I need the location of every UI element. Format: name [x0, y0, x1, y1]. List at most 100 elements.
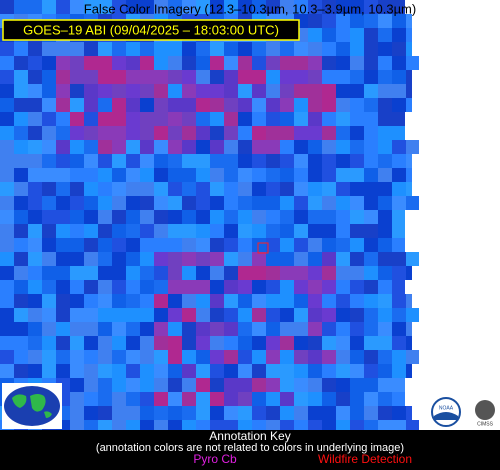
pixel — [28, 322, 42, 336]
pixel — [70, 378, 84, 392]
pixel — [364, 294, 378, 308]
pixel — [392, 364, 406, 378]
pixel — [196, 238, 210, 252]
pixel — [224, 364, 238, 378]
pixel — [70, 294, 84, 308]
pixel — [14, 154, 28, 168]
pixel — [126, 70, 140, 84]
pixel — [266, 70, 280, 84]
pixel — [154, 294, 168, 308]
pixel — [84, 126, 98, 140]
pixel — [322, 140, 336, 154]
pixel — [182, 196, 196, 210]
noaa-text: NOAA — [439, 405, 454, 411]
pixel — [308, 224, 322, 238]
pixel — [182, 224, 196, 238]
pixel — [350, 322, 364, 336]
pixel — [154, 70, 168, 84]
pixel — [294, 84, 308, 98]
pixel — [308, 406, 322, 420]
pixel — [350, 154, 364, 168]
pixel — [280, 98, 294, 112]
pixel — [350, 140, 364, 154]
pixel — [322, 252, 336, 266]
pixel — [112, 42, 126, 56]
pixel — [378, 266, 392, 280]
pixel — [336, 196, 350, 210]
pixel — [210, 56, 224, 70]
pixel — [378, 308, 392, 322]
pixel — [42, 0, 56, 14]
pixel — [210, 392, 224, 406]
pixel — [378, 280, 392, 294]
pixel — [252, 154, 266, 168]
pixel — [252, 182, 266, 196]
pixel — [98, 70, 112, 84]
pixel — [168, 294, 182, 308]
pixel — [322, 224, 336, 238]
pixel — [210, 140, 224, 154]
pixel — [154, 308, 168, 322]
pixel — [56, 350, 70, 364]
pixel — [140, 84, 154, 98]
pixel — [378, 406, 392, 420]
pixel — [280, 0, 294, 14]
pixel — [0, 280, 14, 294]
pixel — [112, 70, 126, 84]
pixel — [224, 406, 238, 420]
pixel — [336, 182, 350, 196]
pixel — [280, 392, 294, 406]
pixel — [0, 84, 14, 98]
pixel — [350, 392, 364, 406]
pixel — [266, 196, 280, 210]
pixel — [392, 238, 405, 252]
pixel — [266, 392, 280, 406]
pixel — [224, 84, 238, 98]
pixel — [28, 266, 42, 280]
pixel — [406, 364, 412, 378]
pixel — [364, 266, 378, 280]
pixel — [98, 224, 112, 238]
pixel — [196, 210, 210, 224]
pixel — [154, 0, 168, 14]
pixel — [378, 140, 392, 154]
pixel — [336, 84, 350, 98]
pixel — [224, 0, 238, 14]
pixel — [112, 364, 126, 378]
pixel — [364, 98, 378, 112]
pixel — [364, 182, 378, 196]
pixel — [238, 280, 252, 294]
pixel — [308, 168, 322, 182]
pixel — [336, 210, 350, 224]
pixel — [406, 84, 412, 98]
pixel — [182, 84, 196, 98]
pixel — [224, 126, 238, 140]
pixel — [56, 308, 70, 322]
pixel — [406, 140, 419, 154]
pixel — [350, 294, 364, 308]
pixel — [14, 126, 28, 140]
pixel — [266, 322, 280, 336]
pixel — [56, 364, 70, 378]
pixel — [14, 336, 28, 350]
pixel — [252, 294, 266, 308]
pixel — [168, 140, 182, 154]
pixel — [406, 196, 419, 210]
pixel — [14, 112, 28, 126]
pixel — [112, 196, 126, 210]
pixel — [336, 238, 350, 252]
pixel — [210, 322, 224, 336]
pixel — [224, 196, 238, 210]
pixel — [308, 140, 322, 154]
pixel — [168, 336, 182, 350]
pixel — [406, 70, 412, 84]
pixel — [224, 266, 238, 280]
pixel — [224, 378, 238, 392]
pixel — [28, 154, 42, 168]
pixel — [98, 196, 112, 210]
pixel — [266, 406, 280, 420]
pixel — [364, 112, 378, 126]
pixel — [168, 266, 182, 280]
pixel — [322, 98, 336, 112]
pixel — [378, 168, 392, 182]
